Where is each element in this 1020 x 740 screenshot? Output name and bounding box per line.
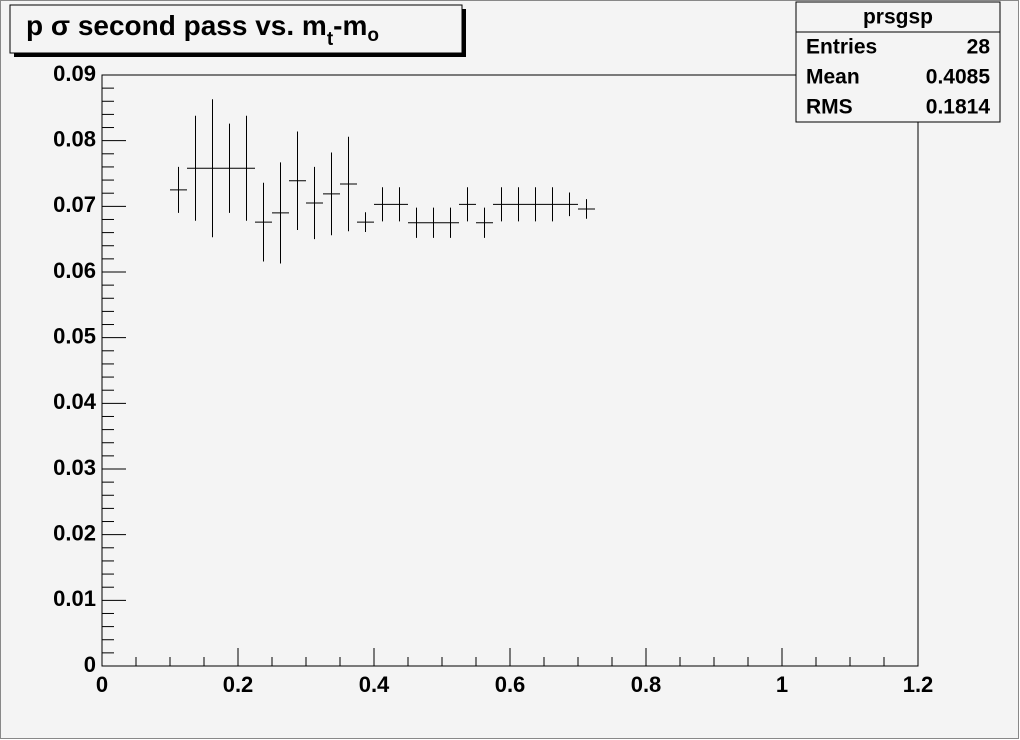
stats-value: 0.1814 [926, 96, 991, 119]
y-tick-label: 0.08 [53, 126, 96, 151]
title-main: p σ second pass vs. m [26, 10, 327, 41]
title-sub: t [327, 29, 334, 50]
x-tick-label: 0.2 [223, 672, 254, 697]
stats-name: prsgsp [863, 6, 933, 29]
stats-box [795, 1, 1001, 123]
x-tick-label: 0 [96, 672, 108, 697]
stats-label: RMS [806, 96, 853, 119]
frame [101, 74, 919, 667]
y-tick-label: 0 [84, 652, 96, 677]
x-tick-label: 1.2 [903, 672, 934, 697]
stats-value: 28 [967, 36, 991, 59]
chart-title: p σ second pass vs. mt-mo [26, 10, 379, 50]
y-tick-label: 0.03 [53, 455, 96, 480]
x-tick-label: 0.4 [359, 672, 390, 697]
y-tick-label: 0.02 [53, 520, 96, 545]
y-tick-label: 0.09 [53, 61, 96, 86]
y-tick-label: 0.07 [53, 192, 96, 217]
stats-value: 0.4085 [926, 66, 991, 89]
x-tick-label: 0.8 [631, 672, 662, 697]
stats-label: Mean [806, 66, 860, 89]
y-tick-label: 0.06 [53, 258, 96, 283]
title-box [9, 4, 463, 54]
title-sub: o [367, 25, 379, 46]
x-tick-label: 0.6 [495, 672, 526, 697]
x-tick-label: 1 [776, 672, 788, 697]
y-tick-label: 0.05 [53, 323, 96, 348]
title-main: -m [333, 10, 367, 41]
stats-label: Entries [806, 36, 877, 59]
y-tick-label: 0.04 [53, 389, 97, 414]
y-tick-label: 0.01 [53, 586, 96, 611]
